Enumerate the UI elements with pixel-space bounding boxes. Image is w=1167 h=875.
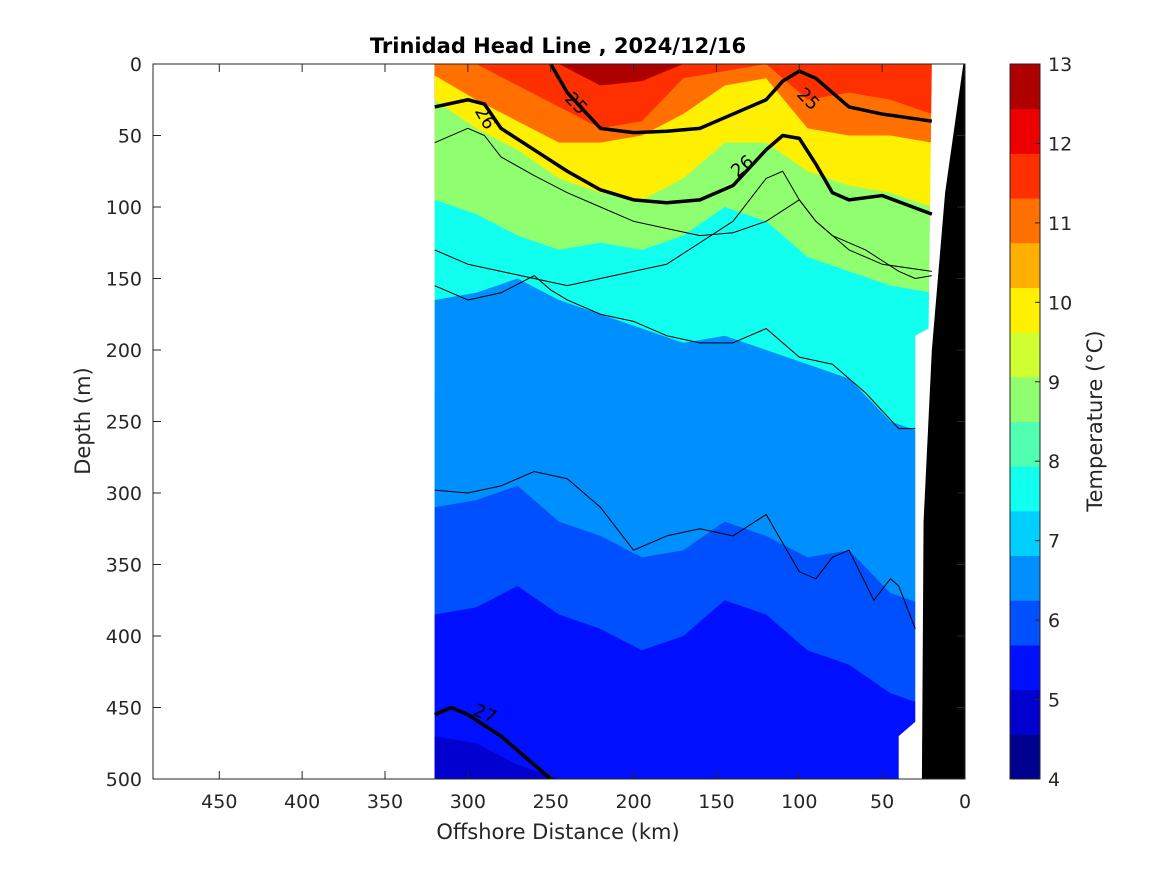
seafloor-shape	[921, 64, 965, 779]
x-axis-label: Offshore Distance (km)	[436, 820, 679, 844]
y-tick-label: 100	[106, 197, 142, 219]
colorbar-frame	[1009, 63, 1041, 780]
colorbar-segment	[1010, 242, 1040, 288]
colorbar-segment	[1010, 332, 1040, 378]
colorbar-tick-label: 9	[1048, 372, 1060, 394]
density-contour-major	[434, 98, 933, 216]
colorbar-segment	[1010, 644, 1040, 691]
colorbar-segment	[1010, 421, 1040, 467]
colorbar-segment	[1010, 376, 1040, 422]
x-tick-label: 150	[698, 791, 734, 813]
y-tick-label: 350	[106, 555, 142, 577]
y-axis-label: Depth (m)	[71, 367, 95, 474]
y-tick-label: 200	[106, 340, 142, 362]
colorbar-segment	[1010, 466, 1040, 512]
y-axis-ticks: 0 50 100 150 200 250 300 350 400 450 500	[106, 54, 965, 791]
colorbar-tick-label: 5	[1048, 690, 1060, 712]
colorbar-segment	[1010, 734, 1040, 780]
colorbar-segment	[1010, 555, 1040, 601]
x-tick-label: 200	[615, 791, 651, 813]
x-tick-label: 250	[533, 791, 569, 813]
colorbar-segment	[1010, 600, 1040, 646]
x-tick-label: 350	[367, 791, 403, 813]
x-tick-label: 400	[284, 791, 320, 813]
bathymetry-layer	[898, 64, 965, 779]
colorbar-tick-label: 8	[1048, 451, 1060, 473]
y-tick-label: 500	[106, 769, 142, 791]
y-tick-label: 50	[118, 126, 142, 148]
x-tick-label: 300	[450, 791, 486, 813]
colorbar-tick-label: 13	[1048, 54, 1072, 76]
no-data-region	[898, 64, 957, 779]
colorbar-segment	[1010, 198, 1040, 244]
chart-title: Trinidad Head Line , 2024/12/16	[370, 34, 746, 58]
temperature-fill-layer	[434, 64, 932, 779]
colorbar-segment	[1010, 64, 1040, 110]
colorbar-tick-label: 11	[1048, 213, 1072, 235]
colorbar-tick-label: 4	[1048, 769, 1060, 791]
density-contour-minor	[434, 170, 932, 287]
y-tick-label: 400	[106, 626, 142, 648]
colorbar-tick-label: 12	[1048, 133, 1072, 155]
colorbar-segment	[1010, 510, 1040, 557]
colorbar-segment	[1010, 689, 1040, 735]
density-contour-major	[434, 705, 552, 779]
x-axis-ticks: 450 400 350 300 250 200 150 100 50 0	[201, 64, 971, 813]
colorbar-tick-label: 10	[1048, 292, 1072, 314]
temperature-band	[434, 736, 932, 779]
colorbar: 4 5 6 7 8 9 10 11 12 13	[1009, 54, 1072, 791]
temperature-band	[434, 585, 932, 779]
colorbar-tick-label: 7	[1048, 531, 1060, 553]
x-tick-label: 50	[870, 791, 894, 813]
density-contour-minor	[434, 275, 916, 430]
y-tick-label: 0	[130, 54, 142, 76]
colorbar-segment	[1010, 153, 1040, 199]
y-tick-label: 250	[106, 412, 142, 434]
y-tick-label: 450	[106, 698, 142, 720]
y-tick-label: 300	[106, 483, 142, 505]
density-contour-major	[549, 64, 933, 135]
y-tick-label: 150	[106, 269, 142, 291]
colorbar-label: Temperature (°C)	[1083, 330, 1107, 512]
x-tick-label: 0	[959, 791, 971, 813]
colorbar-segment	[1010, 108, 1040, 154]
colorbar-tick-label: 6	[1048, 610, 1060, 632]
colorbar-segment	[1010, 287, 1040, 333]
x-tick-label: 450	[201, 791, 237, 813]
x-tick-label: 100	[781, 791, 817, 813]
density-contour-minor	[434, 471, 916, 630]
